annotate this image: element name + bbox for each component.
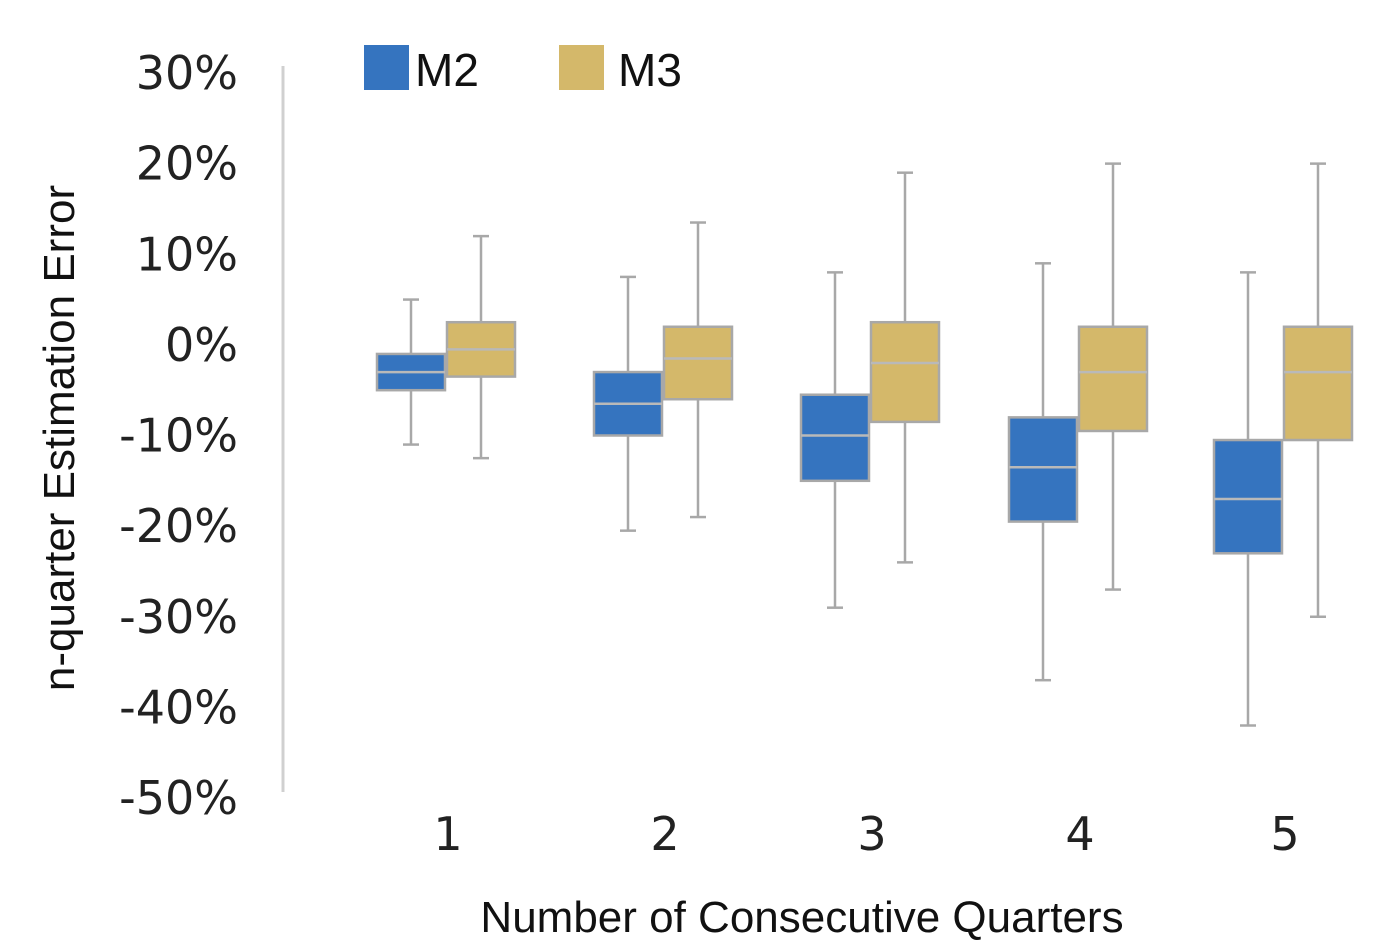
y-tick-label: 10% — [136, 227, 238, 281]
legend-label: M3 — [618, 44, 682, 96]
legend-item-m2: M2 — [364, 44, 479, 96]
x-tick-labels: 1 2 3 4 5 — [433, 807, 1299, 861]
interquartile-box — [1007, 416, 1079, 523]
box-m2-3 — [799, 271, 871, 609]
box-m2-4 — [1007, 262, 1079, 682]
interquartile-box — [1077, 325, 1149, 433]
box-m2-2 — [592, 275, 664, 532]
interquartile-box — [799, 393, 871, 483]
legend-swatch — [559, 45, 604, 90]
y-tick-label: -30% — [119, 590, 238, 644]
y-tick-label: -50% — [119, 771, 238, 825]
x-axis-title: Number of Consecutive Quarters — [480, 893, 1123, 942]
x-tick-label: 5 — [1270, 807, 1299, 861]
box-m3-2 — [662, 221, 734, 519]
y-axis-title: n-quarter Estimation Error — [35, 185, 84, 691]
box-m3-5 — [1282, 162, 1354, 618]
x-tick-label: 2 — [650, 807, 679, 861]
y-tick-label: -40% — [119, 680, 238, 734]
interquartile-box — [662, 325, 734, 401]
y-tick-label: 20% — [136, 137, 238, 191]
legend-label: M2 — [415, 44, 479, 96]
y-tick-label: -10% — [119, 409, 238, 463]
y-tick-label: -20% — [119, 499, 238, 553]
box-series — [375, 162, 1354, 727]
legend: M2 M3 — [364, 44, 682, 96]
box-m3-3 — [869, 171, 941, 564]
y-tick-labels: 30% 20% 10% 0% -10% -20% -30% -40% -50% — [119, 46, 238, 825]
box-m2-1 — [375, 298, 447, 446]
interquartile-box — [1282, 325, 1354, 442]
legend-item-m3: M3 — [559, 44, 682, 96]
y-tick-label: 0% — [165, 318, 238, 372]
box-m3-4 — [1077, 162, 1149, 591]
box-m3-1 — [445, 234, 517, 460]
x-tick-label: 1 — [433, 807, 462, 861]
x-tick-label: 3 — [857, 807, 886, 861]
interquartile-box — [1212, 438, 1284, 555]
legend-swatch — [364, 45, 409, 90]
x-tick-label: 4 — [1065, 807, 1094, 861]
box-m2-5 — [1212, 271, 1284, 727]
series-m2 — [375, 262, 1284, 727]
y-tick-label: 30% — [136, 46, 238, 100]
series-m3 — [445, 162, 1354, 618]
interquartile-box — [869, 320, 941, 424]
